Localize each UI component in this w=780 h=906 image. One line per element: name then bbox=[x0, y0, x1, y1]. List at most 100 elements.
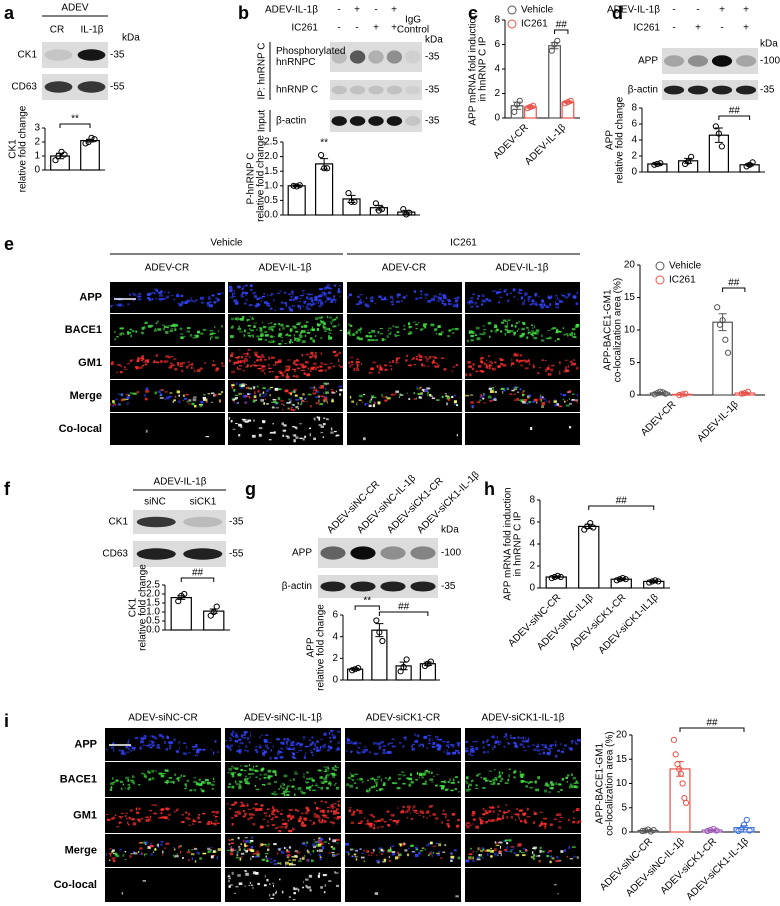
signal bbox=[326, 787, 328, 790]
signal bbox=[410, 773, 412, 776]
signal bbox=[247, 393, 250, 395]
signal bbox=[371, 852, 374, 853]
signal bbox=[498, 743, 500, 745]
signal bbox=[314, 418, 316, 421]
signal bbox=[502, 818, 504, 820]
column-label: ADEV-siNC-CR bbox=[128, 713, 197, 724]
signal bbox=[303, 773, 304, 776]
signal bbox=[313, 748, 315, 750]
signal bbox=[520, 820, 522, 822]
signal bbox=[415, 298, 418, 300]
signal bbox=[174, 328, 176, 331]
sign: + bbox=[743, 23, 749, 34]
signal bbox=[570, 361, 572, 363]
signal bbox=[286, 402, 290, 403]
signal bbox=[568, 365, 569, 367]
signal bbox=[441, 781, 445, 783]
signal bbox=[380, 328, 383, 329]
signal bbox=[374, 820, 377, 822]
data-point bbox=[744, 817, 749, 822]
signal bbox=[542, 851, 545, 853]
signal bbox=[234, 290, 235, 293]
signal bbox=[140, 740, 144, 743]
signal bbox=[181, 295, 183, 297]
signal bbox=[443, 814, 446, 815]
signal bbox=[288, 830, 292, 832]
signal bbox=[130, 332, 131, 334]
sign: + bbox=[373, 23, 379, 34]
signal bbox=[313, 438, 316, 440]
signal bbox=[295, 364, 298, 366]
signal bbox=[311, 742, 313, 744]
signal bbox=[303, 438, 305, 441]
signal bbox=[300, 295, 304, 296]
signal bbox=[116, 780, 119, 781]
signal bbox=[266, 390, 268, 392]
signal bbox=[420, 850, 423, 851]
signal bbox=[541, 402, 544, 405]
signal bbox=[427, 747, 428, 749]
micrograph bbox=[105, 834, 221, 867]
signal bbox=[143, 880, 147, 882]
signal bbox=[482, 813, 485, 815]
signal bbox=[576, 368, 577, 369]
signal bbox=[339, 285, 340, 287]
signal bbox=[458, 744, 460, 747]
signal bbox=[183, 752, 185, 755]
y-tick-label: 2 bbox=[494, 88, 500, 99]
signal bbox=[381, 741, 384, 744]
signal bbox=[166, 396, 169, 399]
signal bbox=[567, 774, 569, 776]
signal bbox=[508, 774, 509, 777]
y-tick-label: 4 bbox=[332, 631, 338, 642]
signal bbox=[286, 746, 287, 749]
signal bbox=[169, 747, 171, 749]
signal bbox=[551, 744, 554, 745]
signal bbox=[287, 854, 290, 856]
signal bbox=[543, 818, 547, 820]
signal bbox=[308, 859, 310, 862]
signal bbox=[384, 369, 387, 371]
signal bbox=[239, 781, 242, 782]
signal bbox=[178, 780, 180, 781]
signal bbox=[442, 396, 444, 398]
signal bbox=[248, 325, 251, 327]
signal bbox=[284, 371, 286, 373]
annotation: ## bbox=[729, 106, 741, 117]
signal bbox=[247, 783, 250, 785]
signal bbox=[522, 394, 524, 396]
signal bbox=[404, 329, 406, 330]
signal bbox=[366, 305, 369, 308]
signal bbox=[556, 815, 558, 816]
bar bbox=[171, 598, 191, 630]
sign: - bbox=[672, 5, 675, 16]
signal bbox=[278, 830, 281, 832]
x-tick-label: ADEV-IL-1β bbox=[695, 399, 740, 444]
signal bbox=[319, 424, 322, 426]
signal bbox=[329, 853, 330, 854]
signal bbox=[496, 291, 497, 293]
signal bbox=[537, 372, 539, 374]
signal bbox=[447, 752, 451, 755]
signal bbox=[404, 849, 407, 851]
signal bbox=[240, 387, 243, 388]
signal bbox=[320, 746, 321, 749]
blot-band bbox=[368, 86, 383, 95]
signal bbox=[465, 780, 467, 781]
signal bbox=[132, 775, 133, 778]
signal bbox=[295, 789, 297, 791]
signal bbox=[538, 855, 540, 857]
signal bbox=[429, 356, 431, 358]
signal bbox=[550, 750, 551, 753]
signal bbox=[231, 352, 234, 354]
signal bbox=[309, 370, 311, 372]
signal bbox=[201, 302, 204, 303]
signal bbox=[573, 811, 575, 813]
signal bbox=[319, 366, 322, 368]
blot-band bbox=[350, 116, 365, 126]
signal bbox=[319, 849, 323, 852]
signal bbox=[188, 859, 190, 861]
signal bbox=[135, 737, 139, 739]
signal bbox=[238, 837, 240, 839]
legend-label: IC261 bbox=[669, 275, 696, 286]
